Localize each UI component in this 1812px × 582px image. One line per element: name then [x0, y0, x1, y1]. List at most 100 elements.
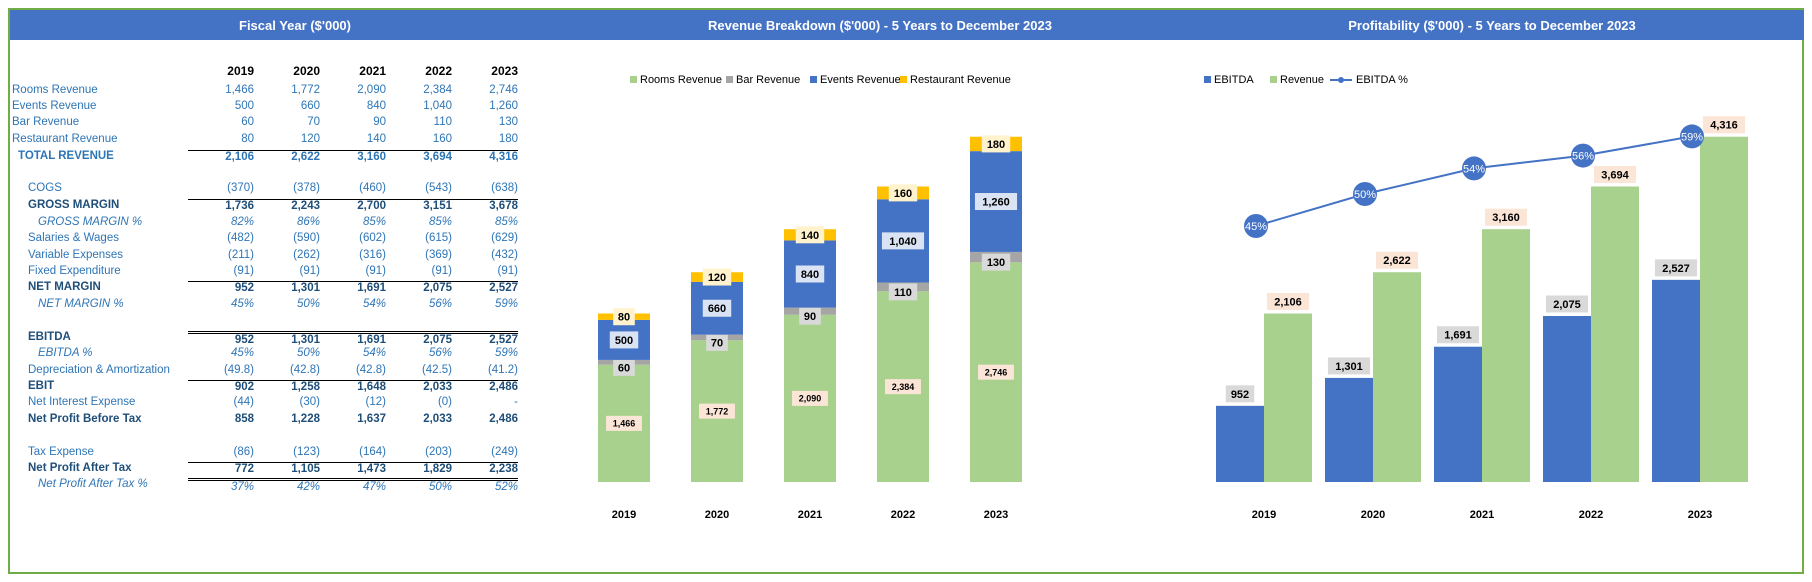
x-tick-label: 2022 [891, 509, 915, 521]
table-row: EBITDA % 45% 50% 54% 56% 59% [10, 345, 580, 364]
table-row: EBITDA 952 1,301 1,691 2,075 2,527 [10, 329, 580, 348]
legend-label: Rooms Revenue [640, 74, 722, 86]
cell-value: (41.2) [487, 364, 518, 376]
data-label: 1,260 [974, 193, 1018, 211]
cell-value: 952 [188, 331, 254, 346]
cell-value: 2,486 [489, 413, 518, 425]
legend-swatch [726, 76, 733, 83]
cell-value: (49.8) [223, 364, 254, 376]
cell-value: (211) [228, 249, 254, 261]
data-label-text: 60 [618, 362, 630, 374]
cell-value: 140 [366, 133, 386, 145]
cell-value: (91) [497, 265, 518, 277]
bar [1652, 279, 1700, 482]
cell-value: (30) [299, 396, 320, 408]
data-label-box [981, 135, 1011, 153]
data-label-box [881, 232, 925, 250]
ebitda-pct-label: 50% [1354, 189, 1376, 201]
cell-value: 60 [241, 116, 254, 128]
table-row: Net Profit Before Tax 858 1,228 1,637 2,033 2… [10, 411, 580, 430]
data-label: 80 [613, 308, 635, 326]
cell-value: 1,301 [254, 281, 320, 294]
cell-value: (262) [293, 249, 320, 261]
table-row: EBIT 902 1,258 1,648 2,033 2,486 [10, 378, 580, 397]
data-label-text: 160 [894, 188, 912, 200]
ebitda-pct-label: 56% [1572, 151, 1594, 163]
data-label-text: 140 [801, 230, 819, 242]
year-header-2021: 2021 [359, 64, 386, 78]
data-label-box [613, 308, 635, 326]
cell-value: 86% [296, 216, 320, 228]
cell-value: 660 [300, 100, 320, 112]
table-row: Net Profit After Tax % 37% 42% 47% 50% 52% [10, 476, 580, 495]
data-label-text: 3,694 [1601, 169, 1629, 181]
table-row: NET MARGIN % 45% 50% 54% 56% 59% [10, 296, 580, 315]
cell-value: 1,648 [320, 380, 386, 393]
bar [1325, 377, 1373, 482]
data-label-box [795, 226, 825, 244]
x-tick-label: 2023 [984, 509, 1008, 521]
data-label: 2,746 [978, 364, 1014, 380]
cell-value: 2,243 [254, 199, 320, 212]
cell-value: 840 [366, 100, 386, 112]
bar [1434, 346, 1482, 482]
cell-value: (629) [491, 232, 518, 244]
table-row: NET MARGIN 952 1,301 1,691 2,075 2,527 [10, 279, 580, 298]
ebitda-pct-marker [1462, 156, 1486, 181]
cell-value: (316) [359, 249, 386, 261]
data-label-text: 2,090 [799, 394, 822, 404]
bar [1543, 316, 1591, 482]
cell-value: 85% [494, 216, 518, 228]
data-label: 4,316 [1702, 116, 1746, 134]
table-row: Depreciation & Amortization (49.8) (42.8) (… [10, 362, 580, 381]
table-row: Net Profit After Tax 772 1,105 1,473 1,829 2,… [10, 460, 580, 479]
cell-value: (370) [227, 182, 254, 194]
cell-value: 3,678 [452, 199, 518, 212]
data-label: 2,527 [1654, 259, 1698, 277]
table-row: Variable Expenses (211) (262) (316) (369) (43… [10, 247, 580, 266]
data-label-text: 4,316 [1710, 120, 1738, 132]
row-label: Depreciation & Amortization [28, 364, 170, 376]
cell-value: 2,033 [423, 413, 452, 425]
cell-value: 85% [428, 216, 452, 228]
cell-value: 2,106 [188, 150, 254, 163]
row-label: EBITDA % [38, 347, 93, 359]
profitability-chart: EBITDA Revenue EBITDA % 952 2,106 2019 1,301 2,… [1204, 74, 1748, 521]
row-label: Fixed Expenditure [28, 265, 121, 277]
cell-value: 45% [230, 298, 254, 310]
legend-label: Bar Revenue [736, 74, 800, 86]
table-row: Restaurant Revenue 80 120 140 160 180 [10, 131, 580, 150]
data-label-text: 70 [711, 337, 723, 349]
data-label-box [1266, 293, 1310, 311]
legend-swatch [810, 76, 817, 83]
data-label: 1,466 [606, 415, 642, 431]
data-label-text: 2,746 [985, 367, 1008, 377]
x-tick-label: 2021 [1470, 509, 1494, 521]
cell-value: (42.8) [289, 364, 320, 376]
data-label-text: 840 [801, 269, 819, 281]
data-label: 120 [702, 268, 732, 286]
cell-value: 56% [428, 298, 452, 310]
table-row: Rooms Revenue 1,466 1,772 2,090 2,384 2,746 [10, 82, 580, 101]
cell-value: 45% [230, 347, 254, 359]
cell-value: (638) [491, 182, 518, 194]
data-label-box [1702, 116, 1746, 134]
ebitda-pct-marker [1571, 143, 1595, 168]
table-row: Fixed Expenditure (91) (91) (91) (91) (91) [10, 263, 580, 282]
data-label: 160 [888, 184, 918, 202]
bar [1216, 405, 1264, 482]
table-row: Events Revenue 500 660 840 1,040 1,260 [10, 98, 580, 117]
row-label: Tax Expense [28, 446, 94, 458]
data-label-box [1484, 208, 1528, 226]
bar [1700, 136, 1748, 482]
cell-value: 2,700 [320, 199, 386, 212]
ebitda-pct-label: 54% [1463, 163, 1485, 175]
cell-value: 1,258 [254, 380, 320, 393]
x-tick-label: 2020 [1361, 509, 1385, 521]
cell-value: (203) [425, 446, 452, 458]
cell-value: 3,151 [386, 199, 452, 212]
x-tick-label: 2021 [798, 509, 822, 521]
cell-value: 1,466 [225, 84, 254, 96]
cell-value: 2,746 [489, 84, 518, 96]
data-label: 70 [706, 333, 728, 351]
